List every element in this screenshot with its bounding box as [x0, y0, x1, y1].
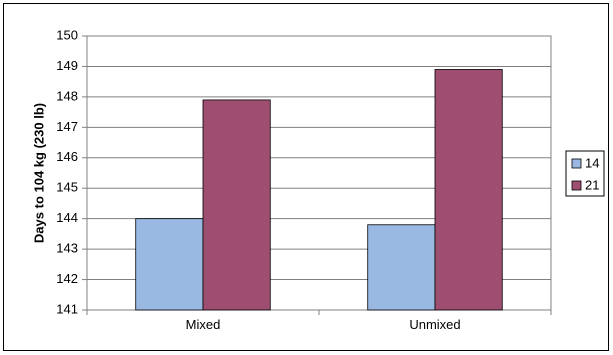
y-tick-label: 148: [56, 88, 78, 103]
legend-label-14: 14: [585, 155, 599, 170]
y-tick-label: 147: [56, 119, 78, 134]
y-tick-label: 141: [56, 301, 78, 316]
bar-unmixed-series-21: [434, 69, 503, 311]
bar-mixed-series-21: [202, 99, 271, 311]
legend-swatch-14: [571, 158, 582, 169]
legend-label-21: 21: [585, 177, 599, 192]
y-tick-label: 150: [56, 27, 78, 42]
y-tick-label: 142: [56, 271, 78, 286]
y-tick-label: 149: [56, 58, 78, 73]
y-tick-label: 145: [56, 180, 78, 195]
x-tick-label: Unmixed: [409, 317, 460, 332]
x-axis-ticks: Mixed Unmixed: [86, 310, 552, 332]
x-tick-label: Mixed: [186, 317, 221, 332]
y-axis-title: Days to 104 kg (230 lb): [31, 103, 46, 243]
y-tick-label: 146: [56, 149, 78, 164]
y-axis-ticks: 141 142 143 144 145 146 147 148 149 150: [56, 27, 87, 316]
y-tick-label: 143: [56, 241, 78, 256]
legend-swatch-21: [571, 180, 582, 191]
y-tick-label: 144: [56, 210, 78, 225]
bar-mixed-series-14: [135, 218, 204, 311]
bar-unmixed-series-14: [367, 224, 436, 311]
bars: [135, 69, 503, 311]
